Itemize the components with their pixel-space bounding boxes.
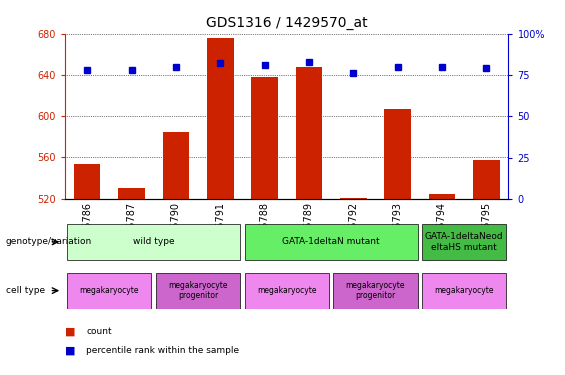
Text: genotype/variation: genotype/variation xyxy=(6,237,92,246)
Text: megakaryocyte: megakaryocyte xyxy=(80,286,139,295)
Text: cell type: cell type xyxy=(6,286,45,295)
Bar xyxy=(340,198,367,199)
Text: megakaryocyte: megakaryocyte xyxy=(434,286,494,295)
Text: megakaryocyte
progenitor: megakaryocyte progenitor xyxy=(346,281,405,300)
Bar xyxy=(67,273,151,309)
Text: wild type: wild type xyxy=(133,237,175,246)
Bar xyxy=(156,273,240,309)
Bar xyxy=(384,109,411,199)
Text: megakaryocyte: megakaryocyte xyxy=(257,286,316,295)
Text: percentile rank within the sample: percentile rank within the sample xyxy=(86,346,240,355)
Bar xyxy=(422,224,506,260)
Text: GATA-1deltaN mutant: GATA-1deltaN mutant xyxy=(282,237,380,246)
Text: ■: ■ xyxy=(65,346,76,355)
Text: megakaryocyte
progenitor: megakaryocyte progenitor xyxy=(168,281,228,300)
Bar xyxy=(422,273,506,309)
Bar xyxy=(163,132,189,199)
Text: count: count xyxy=(86,327,112,336)
Bar xyxy=(333,273,418,309)
Bar xyxy=(473,159,499,199)
Bar xyxy=(118,188,145,199)
Title: GDS1316 / 1429570_at: GDS1316 / 1429570_at xyxy=(206,16,368,30)
Bar xyxy=(245,273,329,309)
Bar xyxy=(295,67,322,199)
Bar xyxy=(251,77,278,199)
Bar xyxy=(207,38,233,199)
Bar xyxy=(67,224,240,260)
Bar xyxy=(245,224,418,260)
Text: ■: ■ xyxy=(65,327,76,337)
Bar xyxy=(74,164,101,199)
Bar xyxy=(429,194,455,199)
Text: GATA-1deltaNeod
eltaHS mutant: GATA-1deltaNeod eltaHS mutant xyxy=(425,232,503,252)
